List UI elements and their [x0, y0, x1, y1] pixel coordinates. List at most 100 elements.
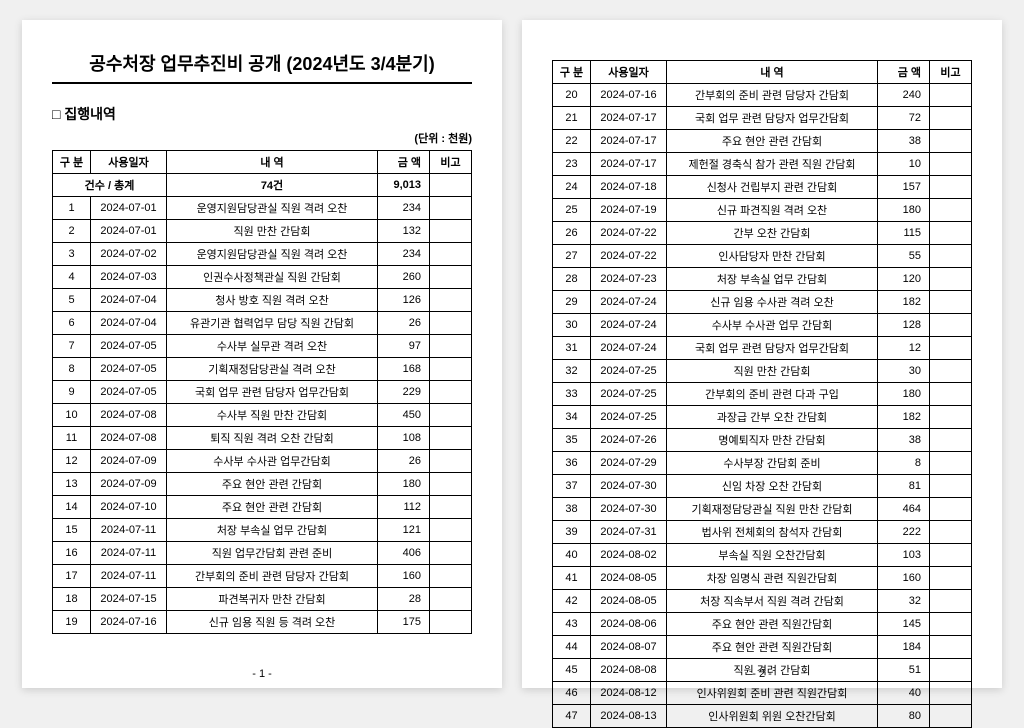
cell-note: [430, 496, 472, 519]
cell-note: [430, 358, 472, 381]
table-row: 22024-07-01직원 만찬 간담회132: [53, 220, 472, 243]
cell-note: [930, 383, 972, 406]
cell-note: [930, 153, 972, 176]
cell-date: 2024-08-05: [591, 567, 667, 590]
table-row: 412024-08-05차장 임명식 관련 직원간담회160: [553, 567, 972, 590]
cell-amount: 8: [878, 452, 930, 475]
cell-desc: 주요 현안 관련 간담회: [667, 130, 878, 153]
cell-num: 25: [553, 199, 591, 222]
cell-amount: 72: [878, 107, 930, 130]
cell-desc: 간부 오찬 간담회: [667, 222, 878, 245]
total-amount: 9,013: [378, 174, 430, 197]
cell-amount: 38: [878, 429, 930, 452]
cell-note: [430, 611, 472, 634]
cell-note: [930, 406, 972, 429]
cell-amount: 406: [378, 542, 430, 565]
cell-note: [430, 404, 472, 427]
cell-desc: 직원 만찬 간담회: [667, 360, 878, 383]
cell-desc: 국회 업무 관련 담당자 업무간담회: [667, 337, 878, 360]
table-row: 352024-07-26명예퇴직자 만찬 간담회38: [553, 429, 972, 452]
cell-note: [930, 84, 972, 107]
cell-note: [930, 521, 972, 544]
table-row: 152024-07-11처장 부속실 업무 간담회121: [53, 519, 472, 542]
table-row: 32024-07-02운영지원담당관실 직원 격려 오찬234: [53, 243, 472, 266]
expense-table-1: 구 분 사용일자 내 역 금 액 비고 건수 / 총계 74건 9,013 12…: [52, 150, 472, 634]
table-row: 72024-07-05수사부 실무관 격려 오찬97: [53, 335, 472, 358]
cell-date: 2024-07-04: [91, 289, 167, 312]
page-2: 구 분 사용일자 내 역 금 액 비고 202024-07-16간부회의 준비 …: [522, 20, 1002, 688]
cell-amount: 108: [378, 427, 430, 450]
table-row: 92024-07-05국회 업무 관련 담당자 업무간담회229: [53, 381, 472, 404]
cell-desc: 주요 현안 관련 간담회: [167, 496, 378, 519]
cell-amount: 132: [378, 220, 430, 243]
table-row: 372024-07-30신임 차장 오찬 간담회81: [553, 475, 972, 498]
cell-date: 2024-07-25: [591, 383, 667, 406]
cell-date: 2024-07-24: [591, 314, 667, 337]
page-number: - 1 -: [22, 668, 502, 680]
table-row: 202024-07-16간부회의 준비 관련 담당자 간담회240: [553, 84, 972, 107]
cell-num: 17: [53, 565, 91, 588]
cell-note: [430, 312, 472, 335]
table-row: 302024-07-24수사부 수사관 업무 간담회128: [553, 314, 972, 337]
table-row: 242024-07-18신청사 건립부지 관련 간담회157: [553, 176, 972, 199]
table-row: 262024-07-22간부 오찬 간담회115: [553, 222, 972, 245]
cell-date: 2024-07-16: [91, 611, 167, 634]
cell-num: 37: [553, 475, 591, 498]
cell-desc: 제헌절 경축식 참가 관련 직원 간담회: [667, 153, 878, 176]
cell-amount: 260: [378, 266, 430, 289]
cell-desc: 인사담당자 만찬 간담회: [667, 245, 878, 268]
cell-amount: 180: [878, 199, 930, 222]
cell-desc: 주요 현안 관련 간담회: [167, 473, 378, 496]
cell-note: [930, 199, 972, 222]
cell-num: 4: [53, 266, 91, 289]
cell-desc: 파견복귀자 만찬 간담회: [167, 588, 378, 611]
cell-date: 2024-07-08: [91, 427, 167, 450]
cell-num: 15: [53, 519, 91, 542]
cell-desc: 청사 방호 직원 격려 오찬: [167, 289, 378, 312]
cell-desc: 신임 차장 오찬 간담회: [667, 475, 878, 498]
cell-amount: 30: [878, 360, 930, 383]
cell-num: 35: [553, 429, 591, 452]
cell-note: [930, 314, 972, 337]
cell-desc: 부속실 직원 오찬간담회: [667, 544, 878, 567]
cell-amount: 38: [878, 130, 930, 153]
cell-desc: 기획재정담당관실 직원 만찬 간담회: [667, 498, 878, 521]
cell-note: [430, 427, 472, 450]
table-row: 402024-08-02부속실 직원 오찬간담회103: [553, 544, 972, 567]
cell-desc: 운영지원담당관실 직원 격려 오찬: [167, 243, 378, 266]
table-row: 122024-07-09수사부 수사관 업무간담회26: [53, 450, 472, 473]
cell-date: 2024-07-18: [591, 176, 667, 199]
cell-amount: 229: [378, 381, 430, 404]
table-row: 432024-08-06주요 현안 관련 직원간담회145: [553, 613, 972, 636]
cell-desc: 신규 임용 직원 등 격려 오찬: [167, 611, 378, 634]
cell-num: 32: [553, 360, 591, 383]
cell-note: [430, 266, 472, 289]
cell-desc: 국회 업무 관련 담당자 업무간담회: [667, 107, 878, 130]
table-row: 362024-07-29수사부장 간담회 준비8: [553, 452, 972, 475]
table-row: 132024-07-09주요 현안 관련 간담회180: [53, 473, 472, 496]
cell-amount: 81: [878, 475, 930, 498]
table-row: 172024-07-11간부회의 준비 관련 담당자 간담회160: [53, 565, 472, 588]
cell-date: 2024-07-15: [91, 588, 167, 611]
cell-amount: 115: [878, 222, 930, 245]
cell-num: 12: [53, 450, 91, 473]
cell-desc: 수사부장 간담회 준비: [667, 452, 878, 475]
unit-label: (단위 : 천원): [52, 130, 472, 146]
cell-desc: 유관기관 협력업무 담당 직원 간담회: [167, 312, 378, 335]
table-row: 342024-07-25과장급 간부 오찬 간담회182: [553, 406, 972, 429]
cell-date: 2024-07-03: [91, 266, 167, 289]
cell-amount: 157: [878, 176, 930, 199]
cell-date: 2024-07-29: [591, 452, 667, 475]
cell-amount: 103: [878, 544, 930, 567]
cell-amount: 168: [378, 358, 430, 381]
cell-desc: 신규 파견직원 격려 오찬: [667, 199, 878, 222]
cell-note: [930, 636, 972, 659]
cell-desc: 직원 만찬 간담회: [167, 220, 378, 243]
cell-amount: 28: [378, 588, 430, 611]
cell-date: 2024-07-25: [591, 406, 667, 429]
cell-amount: 175: [378, 611, 430, 634]
cell-amount: 126: [378, 289, 430, 312]
cell-num: 16: [53, 542, 91, 565]
cell-num: 34: [553, 406, 591, 429]
cell-amount: 222: [878, 521, 930, 544]
